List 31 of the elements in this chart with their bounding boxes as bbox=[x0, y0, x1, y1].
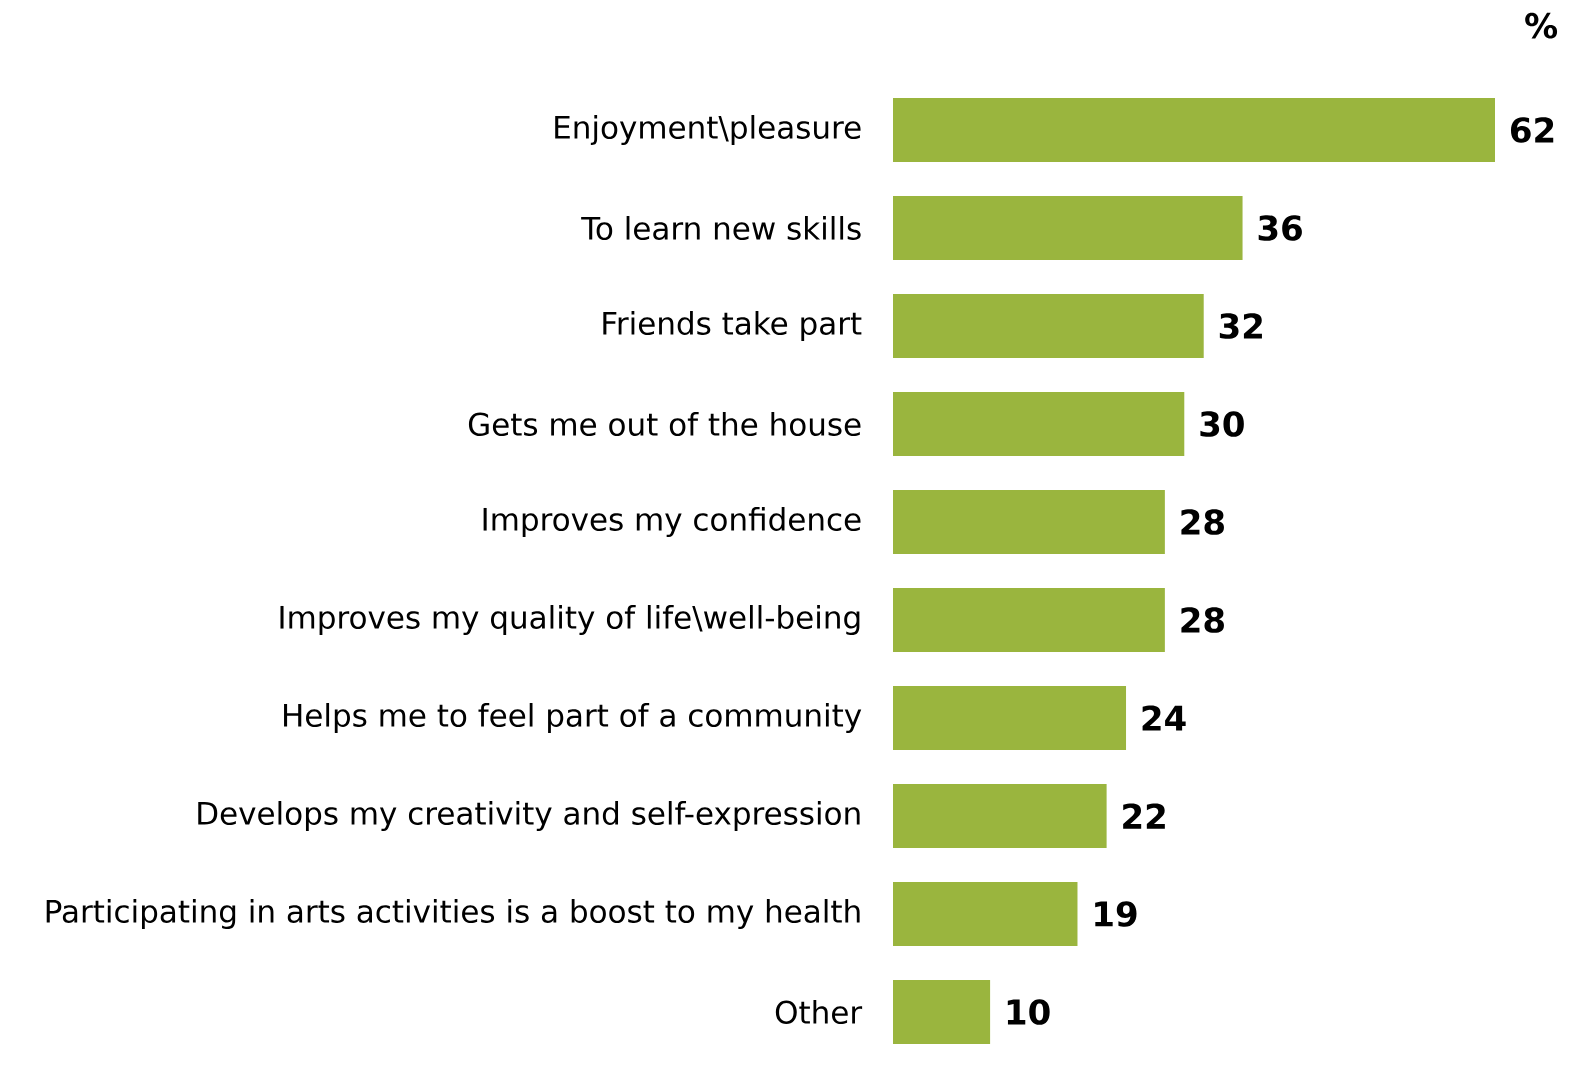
y-tick-label: Improves my confidence bbox=[483, 507, 861, 538]
y-tick-label: Helps me to feel part of a community bbox=[284, 703, 862, 734]
y-tick-label: Develops my creativity and self-expression bbox=[198, 801, 860, 832]
bar bbox=[893, 686, 1127, 751]
bar bbox=[893, 882, 1078, 947]
data-label: 62 bbox=[1510, 117, 1554, 143]
y-tick-label: Improves my quality of life\well-being bbox=[280, 605, 860, 636]
bar bbox=[893, 392, 1185, 456]
data-label: 28 bbox=[1181, 509, 1224, 535]
y-tick-label: Friends take part bbox=[603, 311, 862, 342]
data-label: 22 bbox=[1123, 803, 1165, 829]
data-label: 36 bbox=[1258, 215, 1302, 241]
bar bbox=[893, 196, 1243, 260]
y-tick-label: Gets me out of the house bbox=[468, 412, 861, 436]
data-label: 10 bbox=[1007, 999, 1050, 1025]
bar bbox=[893, 490, 1165, 554]
bar bbox=[893, 98, 1495, 162]
data-label: 32 bbox=[1219, 313, 1262, 339]
data-label: 19 bbox=[1095, 901, 1137, 927]
bar bbox=[893, 784, 1107, 849]
bar bbox=[893, 980, 991, 1045]
chart-title: % bbox=[1525, 12, 1558, 39]
data-label: 30 bbox=[1200, 411, 1244, 437]
bar bbox=[893, 294, 1204, 358]
y-tick-label: Participating in arts activities is a boost to my health bbox=[46, 899, 860, 930]
y-tick-label: Enjoyment\pleasure bbox=[555, 115, 861, 146]
y-tick-label: To learn new skills bbox=[581, 216, 861, 240]
y-tick-label: Other bbox=[775, 1000, 863, 1024]
data-label: 28 bbox=[1181, 607, 1224, 633]
data-label: 24 bbox=[1142, 705, 1186, 731]
bar bbox=[893, 588, 1165, 653]
